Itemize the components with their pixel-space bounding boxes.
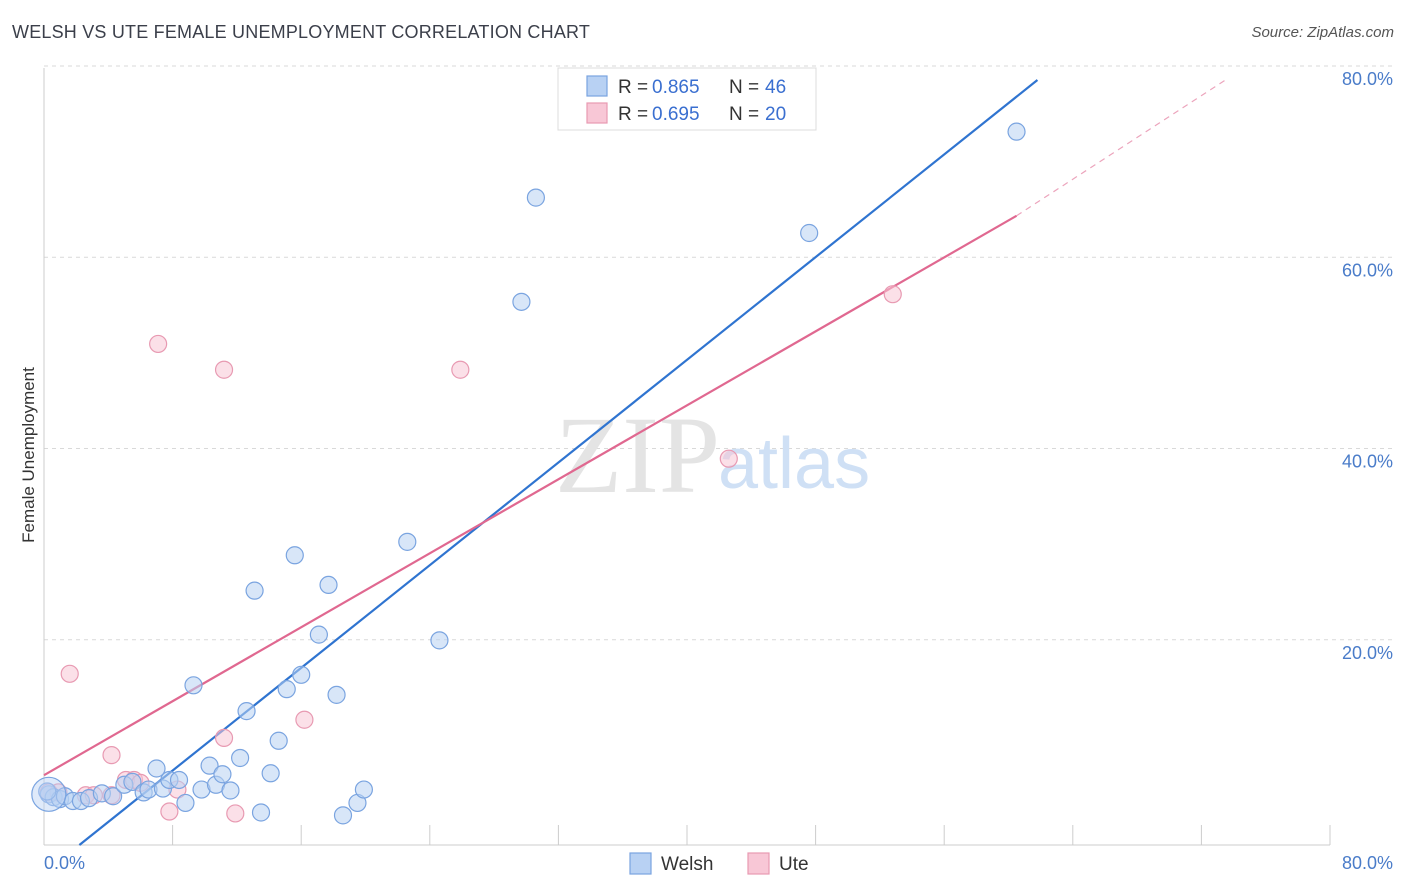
- welsh-point: [398, 532, 417, 551]
- ute-point: [451, 360, 470, 379]
- bottom-legend: Welsh Ute: [629, 852, 809, 875]
- ute-point: [149, 334, 168, 354]
- welsh-point: [277, 680, 296, 699]
- legend: R = 0.865 N = 46 R = 0.695 N = 20: [557, 67, 817, 131]
- watermark-atlas: atlas: [718, 424, 870, 504]
- welsh-point: [221, 781, 240, 800]
- legend-n-label-welsh: N =: [729, 77, 759, 98]
- welsh-point: [261, 764, 280, 783]
- ute-trend-line: [43, 214, 1018, 777]
- welsh-point: [123, 772, 142, 791]
- y-tick-label: 40.0%: [1342, 452, 1393, 472]
- data-points: [31, 122, 1026, 825]
- trend-lines: [43, 79, 1226, 846]
- ute-point: [60, 664, 79, 683]
- ute-trend-line-extension: [1016, 79, 1226, 217]
- axes: [43, 68, 1331, 846]
- legend-r-value-ute: 0.695: [652, 104, 700, 125]
- welsh-trend-line: [78, 79, 1039, 846]
- legend-r-label-ute: R =: [618, 104, 648, 125]
- welsh-point: [285, 546, 304, 565]
- y-tick-label: 80.0%: [1342, 69, 1393, 89]
- legend-swatch-ute: [586, 102, 608, 124]
- y-tick-label: 60.0%: [1342, 260, 1393, 280]
- x-tick-label-min: 0.0%: [44, 853, 85, 873]
- welsh-point: [184, 676, 203, 695]
- welsh-point: [327, 685, 346, 704]
- welsh-point-cluster: [31, 776, 67, 812]
- x-tick-label-max: 80.0%: [1342, 853, 1393, 873]
- chart-title: WELSH VS UTE FEMALE UNEMPLOYMENT CORRELA…: [12, 22, 591, 42]
- welsh-point: [512, 292, 531, 311]
- welsh-point: [38, 782, 57, 801]
- ute-point: [160, 802, 179, 821]
- welsh-point: [292, 665, 311, 684]
- welsh-point: [269, 731, 288, 750]
- ute-point: [102, 746, 121, 765]
- source-credit: Source: ZipAtlas.com: [1251, 24, 1394, 41]
- ute-point: [883, 285, 902, 304]
- welsh-point: [169, 770, 189, 790]
- welsh-point: [800, 223, 819, 243]
- ute-point: [214, 360, 234, 379]
- legend-n-value-ute: 20: [765, 104, 786, 125]
- ute-point: [226, 804, 245, 823]
- ute-point: [295, 710, 314, 729]
- welsh-point: [319, 575, 338, 595]
- legend-r-label-welsh: R =: [618, 77, 648, 98]
- bottom-legend-swatch-welsh: [629, 852, 652, 875]
- ute-point: [214, 728, 234, 748]
- welsh-point: [1007, 122, 1026, 141]
- welsh-point: [213, 765, 232, 784]
- y-tick-labels: 20.0% 40.0% 60.0% 80.0%: [1342, 69, 1393, 663]
- legend-r-value-welsh: 0.865: [652, 77, 700, 98]
- welsh-point: [309, 625, 328, 644]
- welsh-point: [176, 793, 195, 813]
- welsh-point: [237, 702, 256, 721]
- legend-swatch-welsh: [586, 75, 608, 97]
- bottom-legend-label-ute: Ute: [779, 854, 809, 875]
- ute-point: [719, 449, 738, 468]
- bottom-legend-label-welsh: Welsh: [661, 854, 713, 875]
- welsh-point: [354, 780, 373, 799]
- welsh-point: [251, 803, 271, 822]
- welsh-point: [147, 759, 166, 778]
- welsh-point: [104, 787, 123, 806]
- welsh-point: [333, 806, 353, 825]
- grid-lines: [44, 65, 1395, 641]
- welsh-point: [231, 748, 250, 768]
- welsh-point: [245, 581, 264, 600]
- watermark-zip: ZIP: [555, 394, 720, 516]
- welsh-point: [430, 631, 449, 650]
- y-tick-label: 20.0%: [1342, 643, 1393, 663]
- legend-n-value-welsh: 46: [765, 77, 786, 98]
- y-axis-label: Female Unemployment: [19, 367, 38, 543]
- welsh-point: [526, 188, 545, 207]
- legend-n-label-ute: N =: [729, 104, 759, 125]
- welsh-point: [200, 756, 219, 775]
- bottom-legend-swatch-ute: [747, 852, 770, 875]
